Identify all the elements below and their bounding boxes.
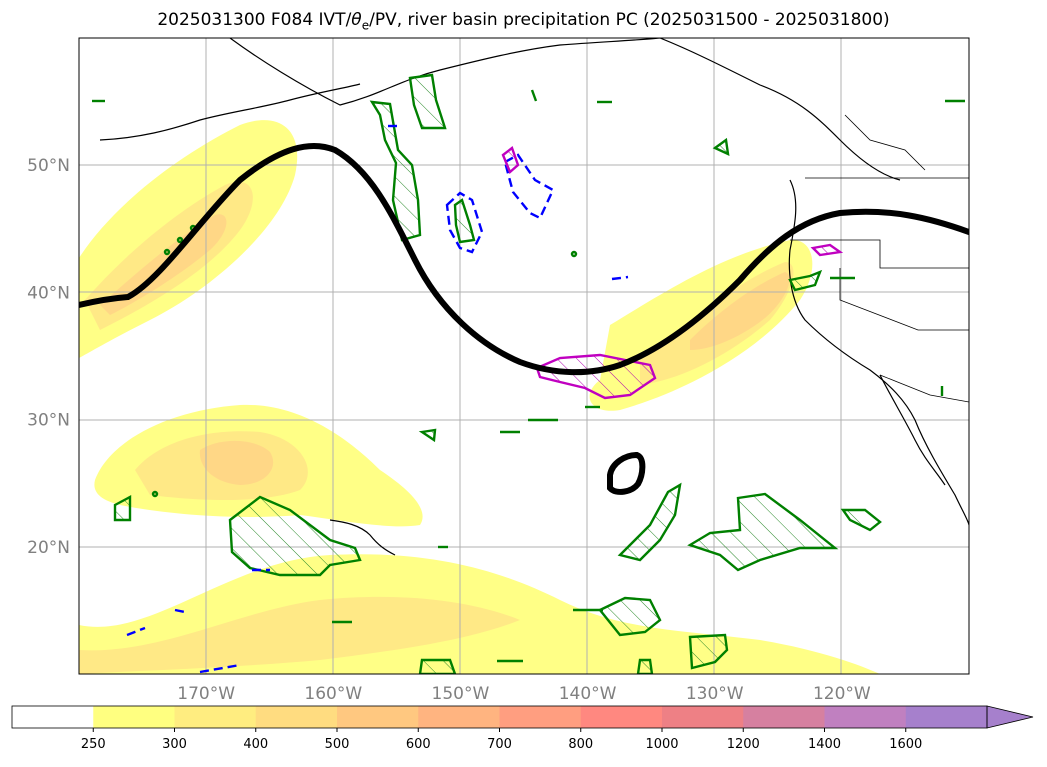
theta-contour bbox=[530, 89, 538, 102]
theta-contour bbox=[688, 633, 729, 670]
colorbar-tick-label: 250 bbox=[81, 737, 106, 752]
colorbar-segment bbox=[662, 706, 744, 728]
coast-gulf-alaska bbox=[659, 38, 901, 181]
border-us-states-1 bbox=[790, 239, 969, 269]
longitude-tick-label: 170°W bbox=[177, 684, 235, 704]
theta-negative-contour bbox=[503, 153, 555, 220]
coast-baja bbox=[879, 374, 946, 486]
border-alaska-canada bbox=[844, 114, 926, 171]
coast-aleutians bbox=[99, 83, 361, 141]
theta-contour bbox=[176, 236, 184, 244]
longitude-tick-label: 160°W bbox=[304, 684, 362, 704]
theta-negative-contours bbox=[126, 124, 629, 674]
latitude-labels: 20°N 30°N 40°N 50°N bbox=[27, 156, 70, 558]
theta-contour bbox=[163, 248, 171, 256]
colorbar-segment bbox=[905, 706, 988, 728]
theta-contour bbox=[113, 495, 132, 522]
theta-positive-contours bbox=[113, 73, 882, 674]
colorbar-tick-label: 1600 bbox=[889, 737, 922, 752]
longitude-tick-label: 120°W bbox=[813, 684, 871, 704]
theta-contour bbox=[570, 250, 578, 258]
colorbar-tick-label: 1400 bbox=[808, 737, 841, 752]
colorbar-segment bbox=[499, 706, 582, 728]
theta-contour bbox=[408, 73, 447, 130]
colorbar-segment bbox=[12, 706, 94, 728]
theta-contour bbox=[636, 658, 654, 674]
pv-contour-main bbox=[79, 142, 969, 376]
coast-alaska bbox=[229, 38, 661, 106]
colorbar-tick-label: 400 bbox=[243, 737, 268, 752]
border-us-states-2 bbox=[839, 268, 969, 331]
colorbar-tick-label: 1000 bbox=[645, 737, 678, 752]
coastlines bbox=[99, 38, 969, 556]
theta-contour bbox=[712, 137, 730, 157]
longitude-labels: 170°W 160°W 150°W 140°W 130°W 120°W bbox=[177, 684, 871, 704]
theta-contour bbox=[788, 269, 823, 292]
coast-bc-us bbox=[788, 179, 969, 526]
theta-negative-contour bbox=[445, 191, 484, 254]
colorbar-tick-label: 800 bbox=[568, 737, 593, 752]
borders bbox=[790, 114, 969, 403]
ivt-south-band-inner bbox=[79, 596, 520, 674]
theta-negative-contour bbox=[199, 663, 241, 674]
longitude-tick-label: 150°W bbox=[432, 684, 490, 704]
colorbar-tick-label: 700 bbox=[487, 737, 512, 752]
colorbar-segment bbox=[824, 706, 907, 728]
colorbar-tick-label: 600 bbox=[406, 737, 431, 752]
map-frame bbox=[78, 37, 970, 675]
title-theta-symbol: θ bbox=[351, 10, 362, 30]
colorbar-tick-label: 1200 bbox=[727, 737, 760, 752]
pv-contours bbox=[79, 142, 969, 495]
title-subscript: e bbox=[361, 18, 370, 33]
figure-title: 2025031300 F084 IVT/θe/PV, river basin p… bbox=[157, 10, 890, 33]
gridlines bbox=[79, 38, 969, 674]
theta-contour bbox=[617, 482, 682, 562]
coast-hawaii bbox=[329, 519, 396, 556]
colorbar-segment bbox=[418, 706, 500, 728]
theta-negative-contour bbox=[126, 626, 146, 637]
theta-contour bbox=[418, 658, 457, 674]
colorbar-segment bbox=[337, 706, 419, 728]
theta-contour bbox=[418, 428, 437, 443]
theta-contour bbox=[598, 596, 662, 637]
theta-positive-small bbox=[92, 89, 965, 663]
ivt-subtropical-west-core bbox=[199, 440, 274, 485]
colorbar-segment bbox=[255, 706, 338, 728]
precip-pc-contour bbox=[810, 243, 844, 257]
border-us-mexico bbox=[879, 374, 969, 403]
latitude-tick-label: 20°N bbox=[27, 538, 70, 558]
theta-contour bbox=[840, 508, 882, 532]
longitude-tick-label: 130°W bbox=[686, 684, 744, 704]
precip-pc-contour bbox=[501, 146, 520, 175]
latitude-tick-label: 40°N bbox=[27, 283, 70, 303]
theta-contour bbox=[453, 198, 476, 244]
colorbar-tick-label: 300 bbox=[162, 737, 187, 752]
longitude-tick-label: 140°W bbox=[559, 684, 617, 704]
colorbar-segment bbox=[93, 706, 175, 728]
colorbar-segment bbox=[174, 706, 257, 728]
theta-negative-contour bbox=[174, 608, 186, 614]
theta-contour bbox=[228, 495, 362, 577]
pv-contour-ring bbox=[607, 451, 646, 495]
latitude-tick-label: 50°N bbox=[27, 156, 70, 176]
map-content bbox=[79, 38, 969, 674]
colorbar-tick-label: 500 bbox=[325, 737, 350, 752]
latitude-tick-label: 30°N bbox=[27, 411, 70, 431]
theta-contour bbox=[369, 100, 422, 242]
theta-contour bbox=[687, 492, 839, 572]
colorbar-extend-arrow bbox=[986, 705, 1034, 729]
theta-negative-contour bbox=[611, 275, 629, 281]
theta-contour bbox=[151, 490, 159, 498]
ivt-colorbar: 250 300 400 500 600 700 800 1000 1200 1400 1600 bbox=[11, 705, 1034, 752]
colorbar-segment bbox=[743, 706, 825, 728]
colorbar-segment bbox=[580, 706, 663, 728]
